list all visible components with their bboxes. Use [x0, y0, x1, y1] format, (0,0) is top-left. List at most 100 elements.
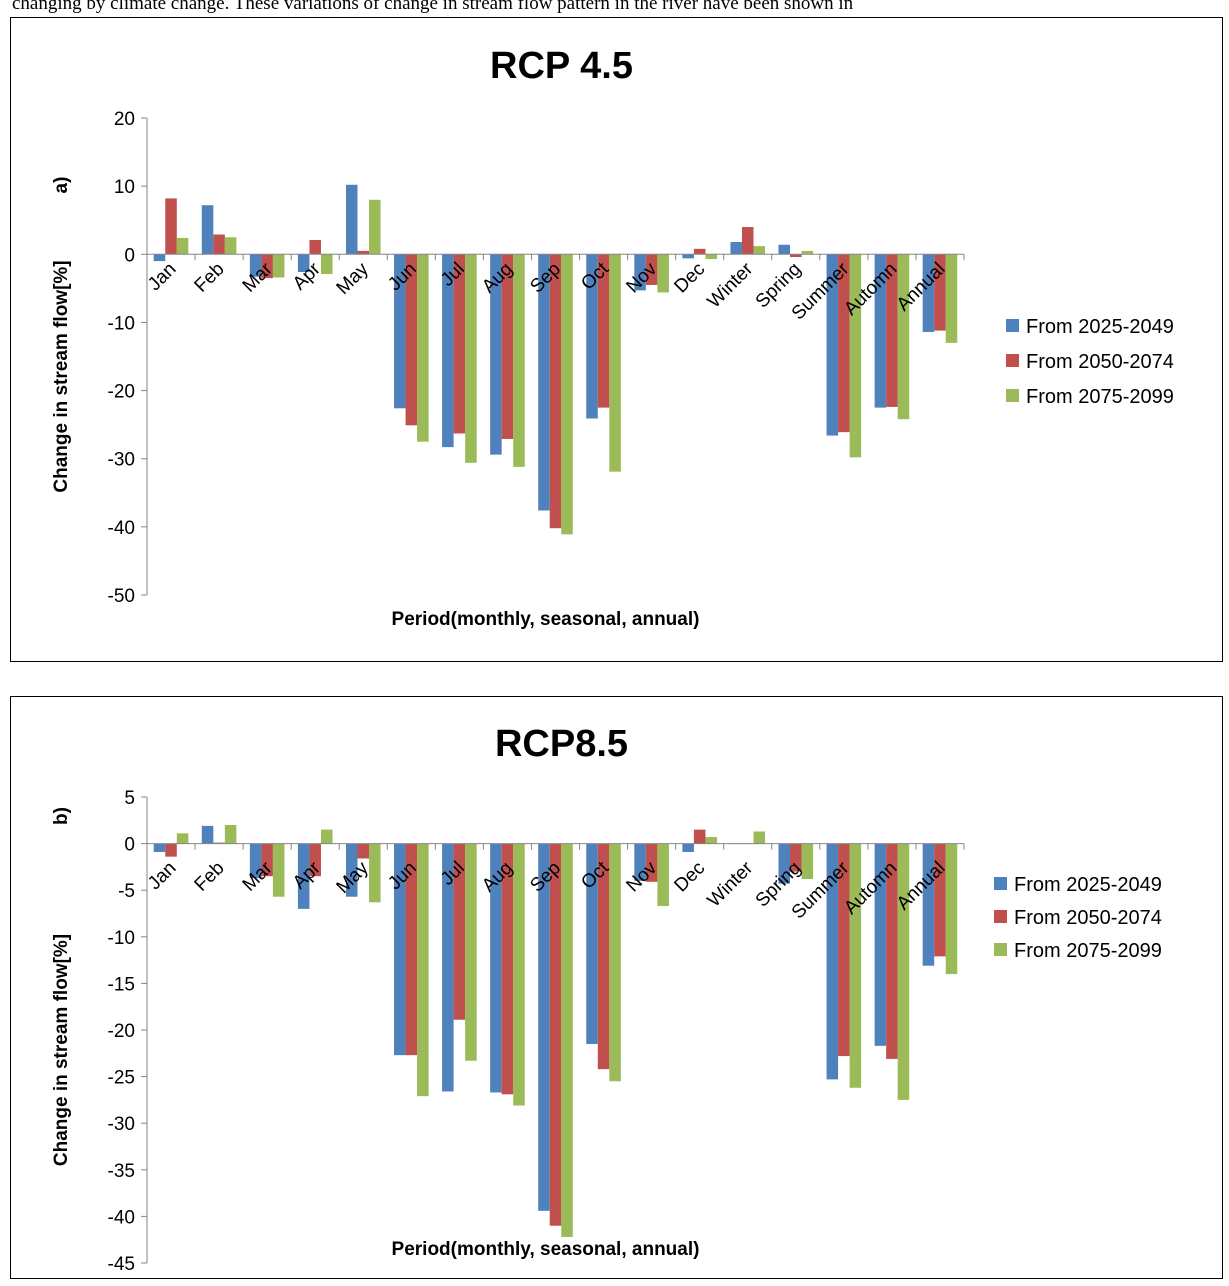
chart-b-legend-label: From 2050-2074	[1014, 907, 1162, 929]
chart-b-legend-swatch	[994, 943, 1007, 956]
chart-a-bar-oct-series-1	[586, 254, 598, 419]
chart-a-bar-feb-series-1	[201, 205, 214, 255]
chart-a-bar-may-series-2	[357, 250, 370, 255]
chart-b-bar-oct-series-2	[597, 843, 610, 1070]
chart-a-bar-oct-series-2	[597, 254, 610, 408]
chart-a-y-tick-label: -30	[108, 450, 135, 471]
chart-b-bar-winter-series-3	[753, 831, 766, 844]
chart-b-bar-summer-series-2	[838, 843, 850, 1057]
chart-a-bar-jul-series-3	[465, 254, 477, 463]
chart-b-category-label: May	[333, 857, 374, 898]
chart-a-bar-sep-series-3	[561, 254, 573, 535]
chart-a-bar-mar-series-1	[249, 254, 262, 277]
chart-b-bar-mar-series-3	[272, 843, 285, 897]
chart-a-bar-apr-series-2	[309, 239, 321, 255]
chart-a-bar-jan-series-2	[165, 198, 177, 255]
chart-b-y-tick-label: -45	[108, 1254, 135, 1275]
chart-b-bar-spring-series-3	[801, 843, 814, 880]
chart-a-bar-nov-series-3	[657, 254, 669, 293]
chart-b-ylabel: Change in stream flow[%]	[51, 934, 72, 1166]
chart-b-bar-sep-series-2	[549, 843, 562, 1226]
chart-b-bar-may-series-3	[369, 843, 381, 903]
chart-a-bar-aug-series-3	[513, 254, 525, 467]
chart-a-y-tick-label: -40	[108, 518, 135, 539]
chart-a-bar-jul-series-1	[442, 254, 454, 448]
chart-panel-a: RCP 4.5 Change in stream flow[%] a) Period(…	[10, 17, 1223, 662]
chart-a-y-tick-label: -10	[108, 313, 135, 334]
chart-b-svg: RCP8.5 Change in stream flow[%] b) Period(m…	[51, 723, 1162, 1275]
chart-b-y-tick-label: -20	[108, 1021, 135, 1042]
chart-b-y-tick-label: -30	[108, 1114, 135, 1135]
chart-a-bar-dec-series-1	[682, 254, 694, 259]
chart-a-legend-label: From 2050-2074	[1026, 351, 1174, 373]
chart-panel-b: RCP8.5 Change in stream flow[%] b) Period(m…	[10, 696, 1223, 1279]
chart-a-bar-jan-series-1	[153, 254, 166, 262]
chart-b-bar-sep-series-3	[561, 843, 573, 1237]
chart-b-bar-feb-series-1	[201, 825, 214, 844]
chart-b-y-tick-label: -15	[108, 974, 135, 995]
chart-b-bar-may-series-2	[357, 843, 370, 859]
chart-b-bar-jan-series-2	[165, 843, 177, 857]
chart-a-bar-apr-series-1	[297, 254, 310, 273]
chart-a-category-label: Winter	[704, 258, 758, 312]
chart-a-bar-automn-series-2	[886, 254, 898, 407]
chart-b-bar-aug-series-1	[490, 843, 502, 1093]
chart-a-bar-nov-series-1	[634, 254, 646, 291]
chart-b-bar-nov-series-1	[634, 843, 646, 881]
chart-a-bar-jun-series-3	[417, 254, 429, 442]
chart-a-y-tick-label: 20	[114, 109, 135, 130]
chart-b-bar-annual-series-1	[922, 843, 935, 966]
chart-b-category-label: Feb	[191, 858, 229, 896]
chart-a-legend-swatch	[1006, 389, 1019, 402]
chart-b-y-tick-label: -10	[108, 928, 135, 949]
chart-a-bar-jan-series-3	[176, 237, 189, 255]
chart-b-bar-nov-series-3	[657, 843, 669, 907]
chart-b-bar-apr-series-3	[320, 829, 333, 844]
chart-a-category-label: Jan	[144, 259, 181, 296]
chart-b-bar-jul-series-2	[453, 843, 466, 1020]
chart-a-svg: RCP 4.5 Change in stream flow[%] a) Period(…	[51, 45, 1174, 630]
chart-a-bar-mar-series-2	[261, 254, 273, 279]
chart-a-bar-spring-series-3	[801, 250, 814, 255]
chart-a-legend-swatch	[1006, 354, 1019, 367]
chart-a-bar-oct-series-3	[609, 254, 621, 472]
chart-b-bar-may-series-1	[345, 843, 358, 897]
chart-a-panel-label: a)	[51, 177, 72, 194]
chart-a-bar-feb-series-3	[224, 237, 237, 255]
chart-b-bar-summer-series-1	[826, 843, 839, 1080]
chart-a-category-label: Dec	[670, 259, 709, 298]
chart-b-bar-mar-series-2	[261, 843, 273, 877]
chart-b-bar-jun-series-2	[405, 843, 418, 1056]
chart-b-bar-dec-series-3	[705, 837, 717, 844]
chart-a-category-label: May	[333, 258, 374, 299]
chart-b-y-tick-label: 0	[124, 835, 135, 856]
chart-a-bar-aug-series-2	[501, 254, 514, 439]
chart-b-legend-label: From 2025-2049	[1014, 874, 1162, 896]
chart-b-bar-jul-series-3	[465, 843, 477, 1061]
chart-b-bar-jul-series-1	[442, 843, 454, 1092]
chart-b-bar-apr-series-1	[297, 843, 310, 909]
header-text: changing by climate change. These variat…	[12, 0, 854, 14]
chart-a-bar-sep-series-2	[549, 254, 562, 529]
chart-b-bar-apr-series-2	[309, 843, 321, 877]
chart-b-bar-oct-series-3	[609, 843, 621, 1082]
chart-b-y-tick-label: -25	[108, 1068, 135, 1089]
chart-b-y-tick-label: -5	[118, 881, 135, 902]
chart-b-y-tick-label: -35	[108, 1161, 135, 1182]
chart-a-bar-feb-series-2	[213, 234, 225, 255]
chart-a-bar-nov-series-2	[645, 254, 658, 285]
chart-b-legend-label: From 2075-2099	[1014, 940, 1162, 962]
chart-a-bar-spring-series-1	[778, 244, 791, 255]
chart-b-bar-automn-series-2	[886, 843, 898, 1059]
chart-b-bar-jan-series-1	[153, 843, 166, 852]
chart-b-category-label: Dec	[670, 858, 709, 897]
chart-b-bar-sep-series-1	[538, 843, 550, 1211]
chart-b-y-tick-label: 5	[124, 788, 135, 809]
chart-b-bar-nov-series-2	[645, 843, 658, 882]
chart-b-bar-spring-series-2	[790, 843, 802, 872]
chart-a-legend-label: From 2025-2049	[1026, 316, 1174, 338]
chart-b-title: RCP8.5	[495, 723, 628, 765]
chart-b-bar-oct-series-1	[586, 843, 598, 1044]
chart-b-bar-aug-series-3	[513, 843, 525, 1106]
chart-b-bar-annual-series-3	[945, 843, 958, 975]
